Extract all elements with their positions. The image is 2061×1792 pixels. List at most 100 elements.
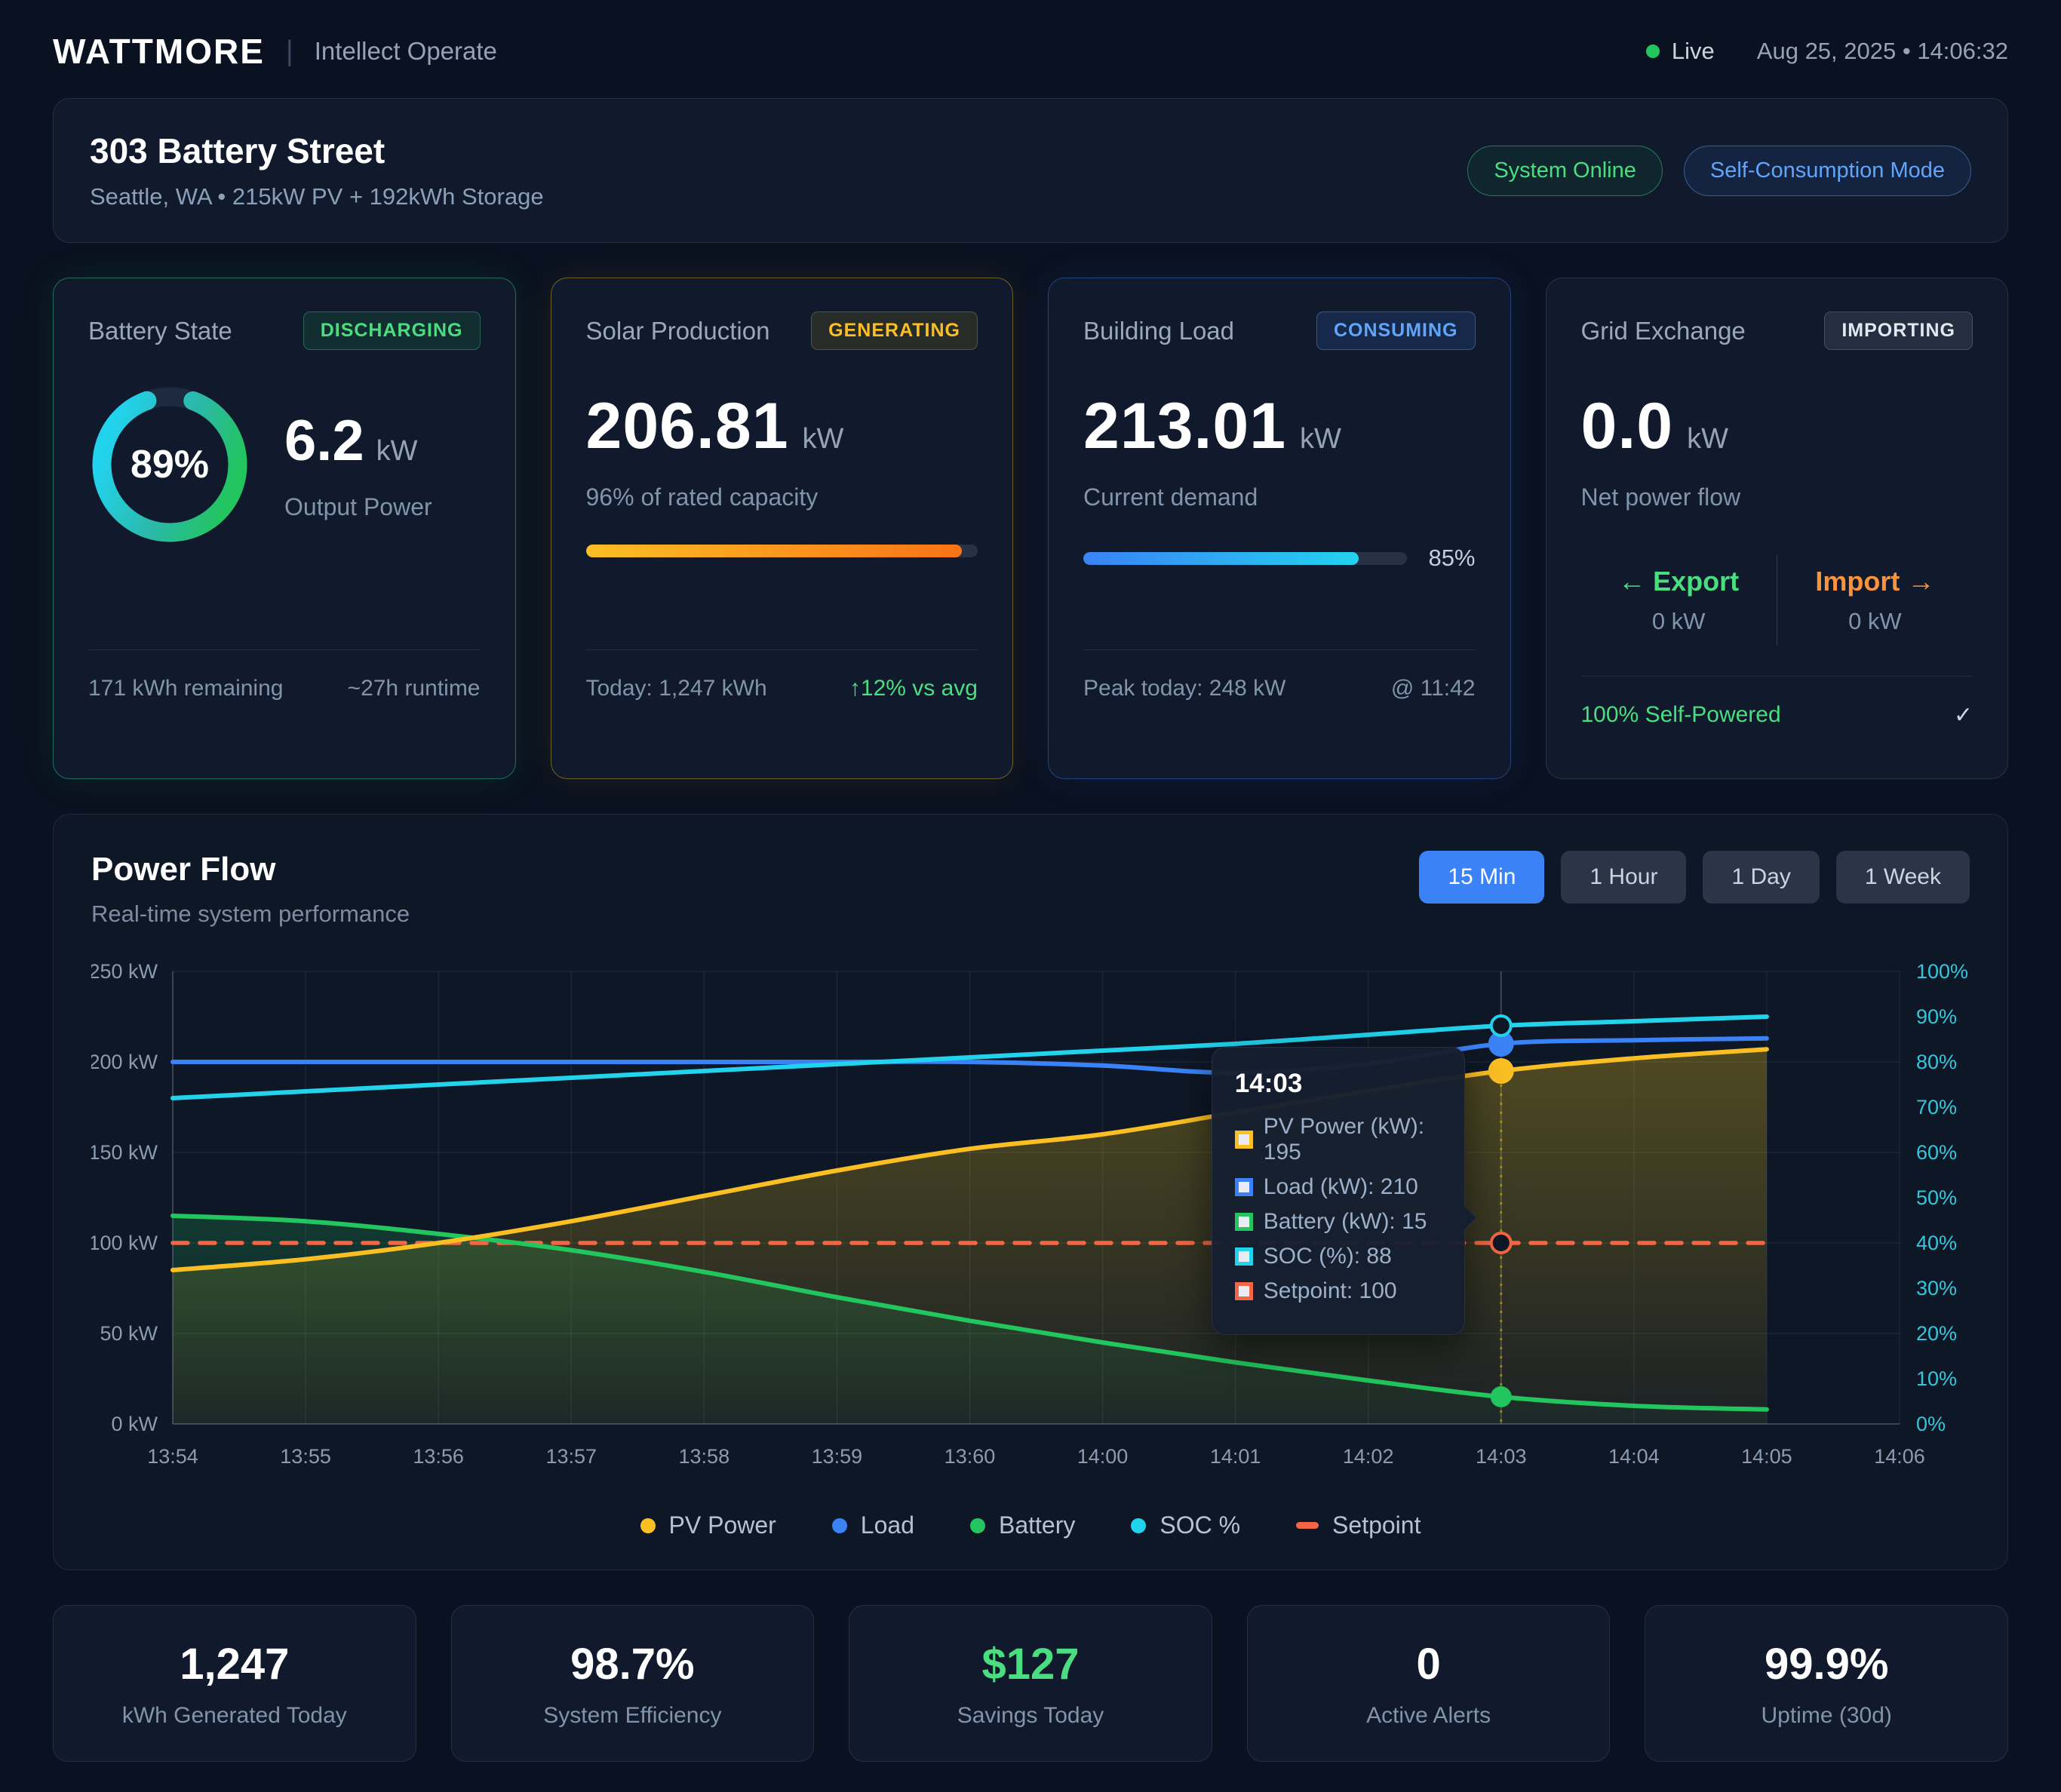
stat-value: 99.9% xyxy=(1765,1639,1888,1689)
y-right-tick-label: 10% xyxy=(1916,1367,1957,1390)
system-online-pill: System Online xyxy=(1467,146,1663,196)
stat-system-efficiency: 98.7% System Efficiency xyxy=(451,1605,815,1762)
card-divider xyxy=(88,649,481,650)
load-progress-fill xyxy=(1083,552,1359,565)
y-right-tick-label: 80% xyxy=(1916,1051,1957,1073)
battery-output-unit: kW xyxy=(376,435,418,468)
kpi-grid: Battery State DISCHARGING xyxy=(53,278,2008,779)
stat-label: Uptime (30d) xyxy=(1761,1703,1891,1729)
tooltip-row: Load (kW): 210 xyxy=(1235,1174,1442,1200)
grid-import-label: Import → xyxy=(1777,566,1973,597)
grid-value: 0.0 xyxy=(1581,389,1674,464)
card-divider xyxy=(586,649,978,650)
legend-item-battery[interactable]: Battery xyxy=(970,1511,1075,1539)
x-tick-label: 13:59 xyxy=(812,1445,863,1468)
power-flow-subtitle: Real-time system performance xyxy=(91,901,410,928)
app-logo: WATTMORE xyxy=(53,31,265,72)
y-right-tick-label: 50% xyxy=(1916,1186,1957,1209)
tooltip-row-text: Battery (kW): 15 xyxy=(1264,1209,1427,1235)
legend-item-pv-power[interactable]: PV Power xyxy=(640,1511,776,1539)
x-tick-label: 13:55 xyxy=(280,1445,331,1468)
x-tick-label: 13:56 xyxy=(413,1445,464,1468)
x-tick-label: 14:01 xyxy=(1210,1445,1261,1468)
soc--marker xyxy=(1491,1016,1511,1036)
load-peak-today: Peak today: 248 kW xyxy=(1083,676,1285,701)
grid-import-value: 0 kW xyxy=(1777,608,1973,635)
topbar-right: Live Aug 25, 2025 • 14:06:32 xyxy=(1646,38,2008,65)
range-1day-button[interactable]: 1 Day xyxy=(1703,851,1819,904)
power-flow-chart[interactable]: 0 kW50 kW100 kW150 kW200 kW250 kW0%10%20… xyxy=(91,958,1970,1486)
battery-soc-value: 89% xyxy=(88,383,251,546)
power-flow-title: Power Flow xyxy=(91,851,410,888)
load-demand-label: Current demand xyxy=(1083,483,1476,511)
power-flow-chart-svg[interactable]: 0 kW50 kW100 kW150 kW200 kW250 kW0%10%20… xyxy=(91,958,1971,1486)
y-right-tick-label: 60% xyxy=(1916,1141,1957,1164)
stat-savings-today: $127 Savings Today xyxy=(849,1605,1212,1762)
site-header-card: 303 Battery Street Seattle, WA • 215kW P… xyxy=(53,98,2008,243)
live-label: Live xyxy=(1672,38,1715,65)
grid-export-label: ← Export xyxy=(1581,566,1777,597)
x-tick-label: 14:06 xyxy=(1874,1445,1925,1468)
time-range-group: 15 Min 1 Hour 1 Day 1 Week xyxy=(1419,851,1970,904)
stat-value: $127 xyxy=(981,1639,1079,1689)
legend-dash-icon xyxy=(1296,1522,1319,1529)
battery-soc-donut: 89% xyxy=(88,383,251,546)
battery-status-badge: DISCHARGING xyxy=(303,311,481,350)
card-divider xyxy=(1083,649,1476,650)
site-info: 303 Battery Street Seattle, WA • 215kW P… xyxy=(90,130,544,210)
legend-label: Battery xyxy=(999,1511,1075,1539)
grid-export: ← Export 0 kW xyxy=(1581,566,1777,635)
solar-card-title: Solar Production xyxy=(586,317,770,345)
stat-value: 98.7% xyxy=(570,1639,694,1689)
tooltip-row: Battery (kW): 15 xyxy=(1235,1209,1442,1235)
tooltip-time: 14:03 xyxy=(1235,1069,1442,1099)
solar-unit: kW xyxy=(803,423,844,456)
load-card-title: Building Load xyxy=(1083,317,1234,345)
stat-active-alerts: 0 Active Alerts xyxy=(1247,1605,1611,1762)
tooltip-row-text: PV Power (kW): 195 xyxy=(1264,1114,1442,1165)
x-tick-label: 14:04 xyxy=(1608,1445,1660,1468)
legend-label: SOC % xyxy=(1160,1511,1240,1539)
battery-output-value: 6.2 xyxy=(284,408,364,474)
stat-label: Active Alerts xyxy=(1366,1703,1491,1729)
range-1week-button[interactable]: 1 Week xyxy=(1836,851,1970,904)
tooltip-row: PV Power (kW): 195 xyxy=(1235,1114,1442,1165)
grid-flow-label: Net power flow xyxy=(1581,483,1973,511)
stat-kwh-generated: 1,247 kWh Generated Today xyxy=(53,1605,416,1762)
solar-value: 206.81 xyxy=(586,389,789,464)
site-name: 303 Battery Street xyxy=(90,130,544,171)
tooltip-row-text: Load (kW): 210 xyxy=(1264,1174,1418,1200)
load-progress-track xyxy=(1083,552,1407,565)
load-unit: kW xyxy=(1300,423,1341,456)
tooltip-swatch-icon xyxy=(1235,1247,1253,1266)
stat-value: 1,247 xyxy=(180,1639,289,1689)
legend-item-setpoint[interactable]: Setpoint xyxy=(1296,1511,1421,1539)
datetime: Aug 25, 2025 • 14:06:32 xyxy=(1757,38,2008,65)
grid-card-title: Grid Exchange xyxy=(1581,317,1746,345)
card-divider xyxy=(1581,676,1973,677)
load-status-badge: CONSUMING xyxy=(1316,311,1476,350)
legend-item-load[interactable]: Load xyxy=(832,1511,914,1539)
legend-item-soc-[interactable]: SOC % xyxy=(1131,1511,1240,1539)
solar-capacity-label: 96% of rated capacity xyxy=(586,483,978,511)
tooltip-row: SOC (%): 88 xyxy=(1235,1244,1442,1269)
live-dot-icon xyxy=(1646,44,1660,58)
pv-power-marker xyxy=(1488,1058,1514,1084)
legend-dot-icon xyxy=(1131,1518,1146,1533)
solar-today-total: Today: 1,247 kWh xyxy=(586,676,767,701)
grid-import: Import → 0 kW xyxy=(1777,566,1973,635)
mode-pill[interactable]: Self-Consumption Mode xyxy=(1684,146,1971,196)
x-tick-label: 14:05 xyxy=(1741,1445,1792,1468)
range-15min-button[interactable]: 15 Min xyxy=(1419,851,1544,904)
grid-unit: kW xyxy=(1687,423,1728,456)
range-1hour-button[interactable]: 1 Hour xyxy=(1561,851,1686,904)
y-left-tick-label: 0 kW xyxy=(111,1413,158,1435)
y-left-tick-label: 100 kW xyxy=(91,1232,158,1254)
y-left-tick-label: 50 kW xyxy=(100,1322,158,1345)
legend-dot-icon xyxy=(640,1518,656,1533)
battery-card-title: Battery State xyxy=(88,317,232,345)
grid-export-value: 0 kW xyxy=(1581,608,1777,635)
legend-dot-icon xyxy=(832,1518,847,1533)
x-tick-label: 13:57 xyxy=(545,1445,597,1468)
chart-tooltip: 14:03 PV Power (kW): 195 Load (kW): 210 Bat… xyxy=(1212,1047,1465,1335)
